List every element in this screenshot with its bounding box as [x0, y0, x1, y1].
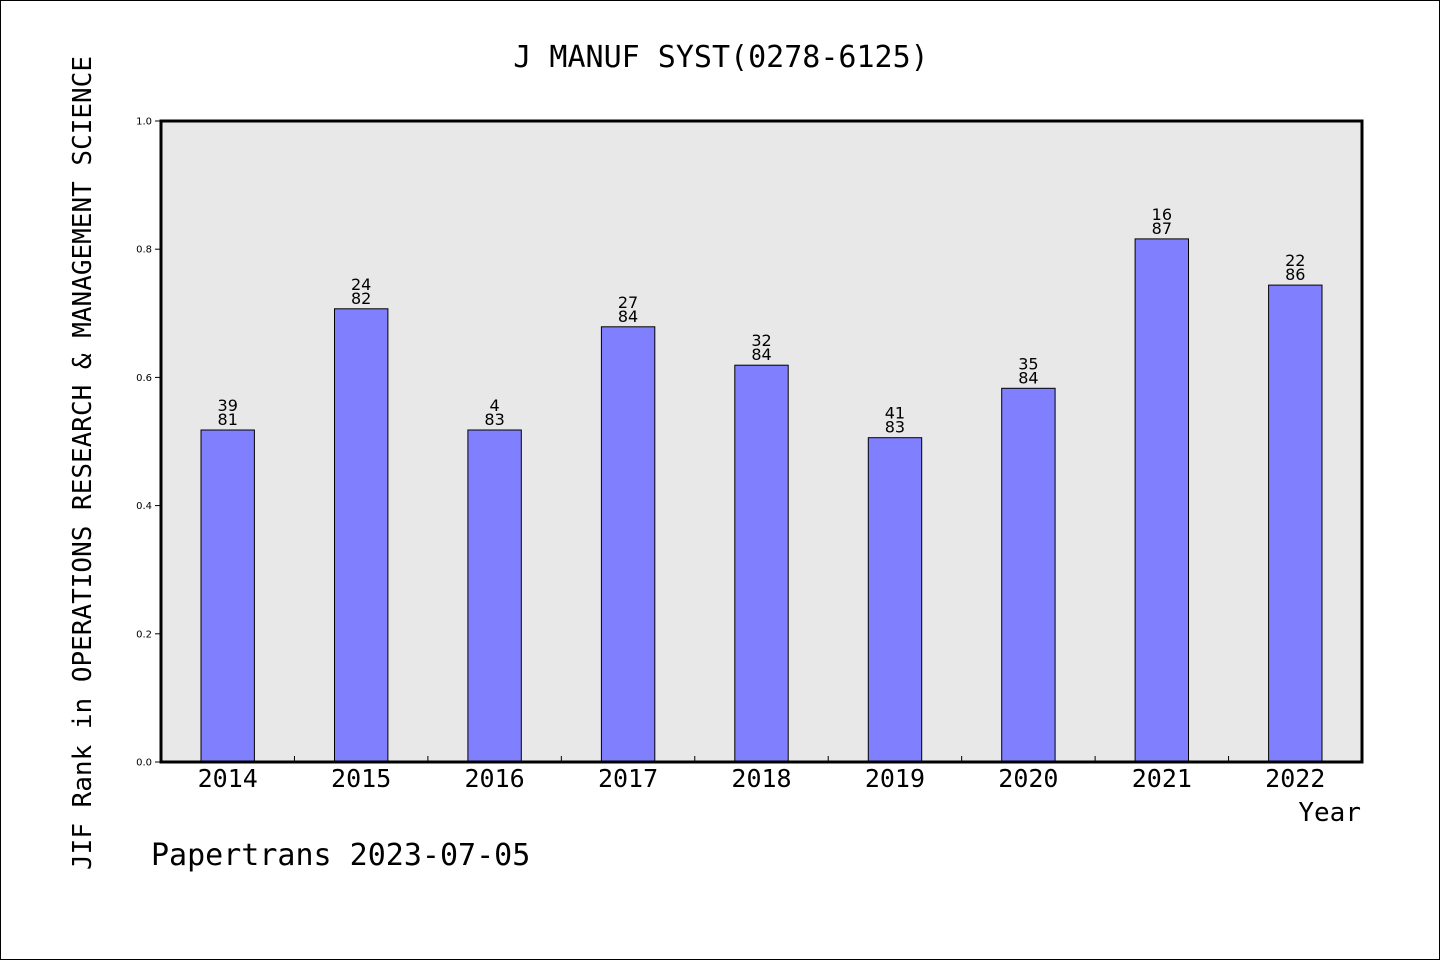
bar-total-label-2016: 83 [484, 410, 504, 429]
y-tick-label: 0.2 [136, 629, 152, 640]
x-tick-label-2022: 2022 [1265, 764, 1325, 793]
y-tick-label: 0.0 [136, 758, 152, 769]
bar-rank-label-2016: 4 [490, 396, 500, 415]
x-tick-label-2015: 2015 [331, 764, 391, 793]
x-tick-label-2017: 2017 [598, 764, 658, 793]
bar-2020 [1001, 387, 1056, 763]
bar-total-label-2021: 87 [1152, 219, 1172, 238]
bar-rank-label-2018: 32 [751, 331, 771, 350]
bar-rank-label-2017: 27 [618, 293, 638, 312]
bar-total-label-2020: 84 [1018, 368, 1038, 387]
plot-frame [159, 119, 1364, 764]
bar-2019 [867, 437, 923, 763]
bar-total-label-2017: 84 [618, 307, 638, 326]
bar-rank-label-2022: 22 [1285, 251, 1305, 270]
x-tick-label-2020: 2020 [998, 764, 1058, 793]
bar-total-label-2015: 82 [351, 289, 371, 308]
bar-total-label-2022: 86 [1285, 265, 1305, 284]
x-tick-label-2021: 2021 [1132, 764, 1192, 793]
bar-2021 [1134, 238, 1189, 763]
x-axis-title: Year [1298, 798, 1361, 828]
x-tick-label-2019: 2019 [865, 764, 925, 793]
chart-title: J MANUF SYST(0278-6125) [513, 40, 928, 75]
y-axis-ticks: 0.0 0.2 0.4 0.6 0.8 1.0 [136, 117, 161, 769]
bar-rank-label-2015: 24 [351, 275, 371, 294]
y-tick-label: 1.0 [136, 117, 152, 128]
bar-2022 [1268, 284, 1323, 763]
bar-rank-label-2014: 39 [218, 396, 238, 415]
bar-total-label-2019: 83 [885, 418, 905, 437]
bar-2014 [200, 429, 255, 763]
x-axis-ticks: 2014 2015 2016 2017 2018 2019 2020 2021 2022 [198, 756, 1325, 793]
bars-group [200, 238, 1323, 763]
y-tick-label: 0.6 [136, 373, 152, 384]
bar-total-label-2014: 81 [218, 410, 238, 429]
x-tick-label-2018: 2018 [731, 764, 791, 793]
bar-2018 [734, 364, 789, 763]
bar-2016 [467, 429, 522, 763]
bar-2015 [334, 308, 389, 763]
y-tick-label: 0.4 [136, 501, 152, 512]
bar-2017 [600, 326, 656, 763]
footer-stamp: Papertrans 2023-07-05 [151, 838, 530, 873]
bar-rank-label-2021: 16 [1152, 205, 1172, 224]
bar-rank-label-2020: 35 [1018, 354, 1038, 373]
y-axis-title: JIF Rank in OPERATIONS RESEARCH & MANAGE… [68, 56, 98, 870]
x-tick-label-2014: 2014 [198, 764, 258, 793]
bar-rank-label-2019: 41 [885, 404, 905, 423]
x-tick-label-2016: 2016 [465, 764, 525, 793]
y-tick-label: 0.8 [136, 245, 152, 256]
bar-total-label-2018: 84 [751, 345, 771, 364]
